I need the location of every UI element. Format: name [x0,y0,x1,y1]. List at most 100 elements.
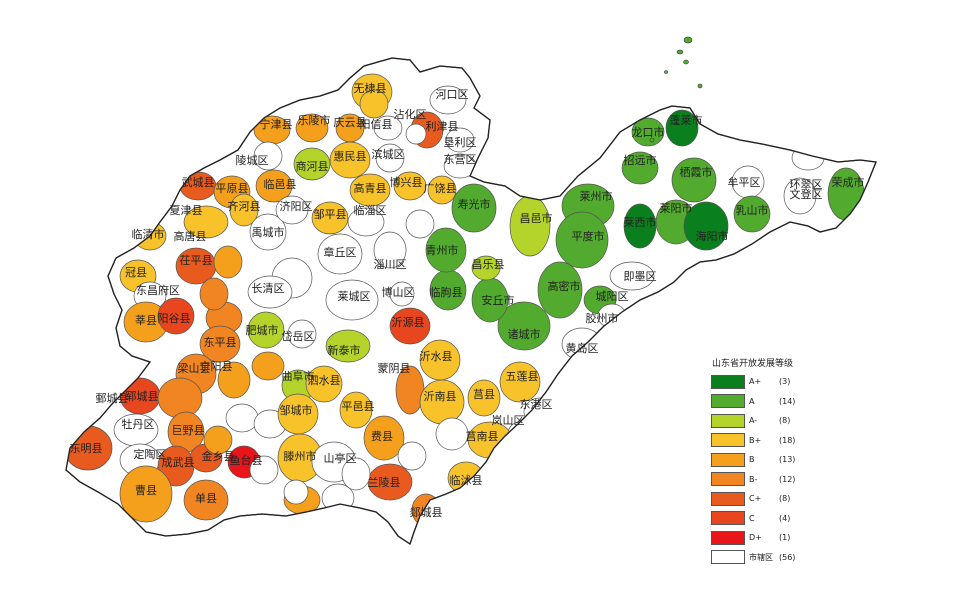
island [649,137,655,143]
county-region[interactable] [203,425,233,455]
county-label: 广饶县 [424,182,457,195]
legend-row: C (4) [711,509,811,529]
county-region[interactable] [665,109,699,147]
county-region[interactable] [325,279,379,321]
county-region[interactable] [213,245,243,279]
county-region[interactable] [537,261,583,319]
county-region[interactable] [609,261,655,291]
county-region[interactable] [275,195,309,225]
county-region[interactable] [249,455,279,485]
county-region[interactable] [157,297,195,335]
county-label: 滨城区 [372,147,405,161]
county-region[interactable] [247,311,285,349]
county-region[interactable] [183,479,229,521]
county-region[interactable] [405,209,435,239]
county-region[interactable] [287,319,317,349]
county-region[interactable] [783,177,817,215]
county-region[interactable] [317,233,363,275]
county-label: 泗水县 [308,374,341,387]
county-region[interactable] [373,231,407,269]
county-region[interactable] [683,201,729,251]
county-region[interactable] [623,203,657,249]
county-region[interactable] [359,89,389,119]
county-region[interactable] [467,379,501,417]
county-region[interactable] [405,123,427,145]
county-label: 利津县 [426,120,459,133]
county-region[interactable] [329,141,371,179]
county-region[interactable] [389,307,431,345]
legend-count: (8) [779,416,791,426]
county-region[interactable] [621,151,659,185]
county-label: 海阳市 [696,229,729,243]
county-label: 栖霞市 [680,165,713,179]
county-region[interactable] [451,183,497,233]
county-region[interactable] [199,277,229,311]
county-region[interactable] [631,117,665,147]
county-region[interactable] [389,281,415,307]
county-region[interactable] [119,465,173,523]
county-region[interactable] [157,377,203,419]
county-region[interactable] [255,169,293,203]
county-label: 莱州市 [580,189,613,203]
county-region[interactable] [325,329,371,363]
county-region[interactable] [363,415,405,461]
county-region[interactable] [373,115,403,141]
county-region[interactable] [499,361,541,403]
county-region[interactable] [283,479,309,505]
county-region[interactable] [425,227,467,273]
county-region[interactable] [435,417,469,451]
county-region[interactable] [429,85,467,115]
county-region[interactable] [199,325,241,363]
county-region[interactable] [509,195,551,257]
county-label: 五莲县 [506,370,539,383]
legend-swatch [711,550,745,565]
county-region[interactable] [311,201,349,235]
legend-grade-label: A [749,396,755,406]
county-label: 博兴县 [390,176,423,189]
county-region[interactable] [733,195,771,233]
county-region[interactable] [555,211,609,269]
county-region[interactable] [249,213,287,251]
county-label: 夏津县 [170,204,203,217]
county-region[interactable] [253,141,283,171]
county-region[interactable] [349,173,391,207]
county-region[interactable] [445,127,475,153]
county-label: 单县 [195,492,217,505]
county-region[interactable] [393,171,427,201]
county-label: 阳信县 [360,118,393,131]
county-region[interactable] [397,441,427,471]
county-region[interactable] [375,143,405,173]
county-region[interactable] [305,365,343,403]
county-region[interactable] [671,157,717,203]
county-region[interactable] [347,207,385,237]
county-label: 岱岳区 [282,329,315,343]
county-label: 新泰市 [328,343,361,357]
legend-swatch [711,511,745,526]
legend-grade-label: C [749,513,755,523]
county-label: 临朐县 [430,285,463,299]
county-label: 东营区 [444,152,477,166]
county-region[interactable] [295,113,329,143]
legend-swatch [711,433,745,448]
county-label: 牡丹区 [122,417,155,431]
county-label: 胶州市 [586,311,619,325]
county-region[interactable] [247,275,293,309]
legend-count: (1) [779,533,791,543]
county-label: 邹城市 [280,403,313,417]
county-region[interactable] [341,457,371,491]
island [683,36,693,44]
county-label: 即墨区 [624,270,657,283]
county-region[interactable] [497,301,551,351]
county-region[interactable] [217,361,251,399]
county-label: 宁阳县 [200,359,233,373]
county-region[interactable] [183,205,229,239]
county-region[interactable] [427,175,457,205]
county-region[interactable] [251,351,285,381]
county-region[interactable] [225,403,259,433]
province-outline [65,57,877,546]
legend-row: B (13) [711,450,811,470]
county-region[interactable] [339,391,373,429]
county-region[interactable] [229,193,259,227]
county-region[interactable] [471,255,501,281]
county-region[interactable] [293,147,331,181]
